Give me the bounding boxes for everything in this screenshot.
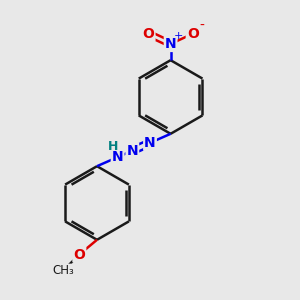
- Text: O: O: [74, 248, 85, 262]
- Text: N: N: [144, 136, 156, 150]
- Text: -: -: [199, 18, 204, 32]
- Text: +: +: [173, 31, 183, 41]
- Text: CH₃: CH₃: [52, 264, 74, 277]
- Text: O: O: [142, 27, 154, 41]
- Text: N: N: [165, 37, 176, 51]
- Text: N: N: [127, 144, 138, 158]
- Text: O: O: [187, 27, 199, 41]
- Text: N: N: [112, 150, 123, 164]
- Text: H: H: [108, 140, 118, 153]
